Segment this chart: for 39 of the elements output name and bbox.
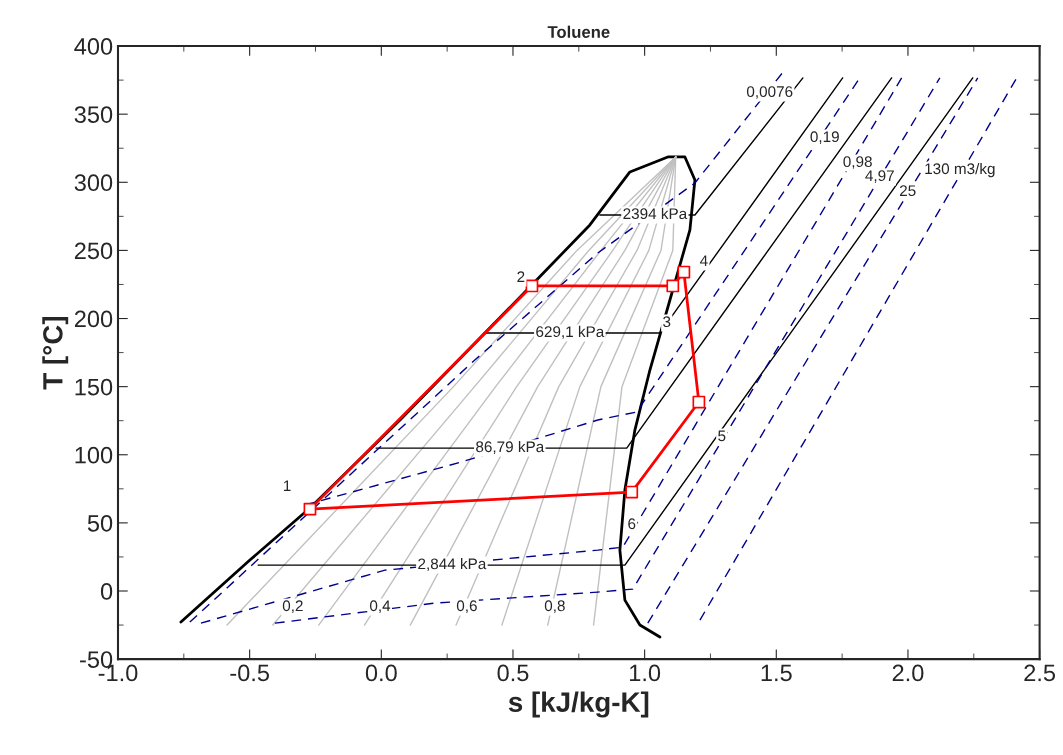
x-tick-label: -0.5 [230,664,270,682]
annotation: 3 [663,316,671,328]
x-tick-label: 0.5 [497,664,529,682]
annotation: 6 [628,518,636,530]
annotation: 25 [899,185,916,197]
annotation: 629,1 kPa [536,325,605,339]
y-tick-label: 350 [74,106,113,123]
x-tick-label: 2.0 [892,664,924,682]
y-axis-title: T [°C] [42,316,69,390]
annotation: 2,844 kPa [418,557,487,572]
x-tick-label: 1.5 [761,664,792,682]
y-tick-label: 250 [74,242,113,260]
y-tick-label: 400 [74,38,113,55]
y-tick-label: 200 [74,310,113,328]
annotation: 0,4 [369,600,391,613]
annotation: 130 m3/kg [925,162,995,178]
x-tick-label: 1.0 [630,664,661,682]
annotation: 4 [699,255,708,266]
annotation: 0,6 [456,600,477,613]
annotation: 4,97 [865,170,894,183]
annotation: 0,19 [810,131,839,144]
annotation: 0,8 [544,600,565,613]
y-tick-label: 0 [100,583,113,600]
annotation: 0,2 [282,600,303,613]
annotation: 0,98 [843,156,872,169]
annotation: 5 [718,430,726,442]
annotation: 1 [283,480,291,491]
x-tick-label: 0.0 [365,664,397,682]
y-tick-label: 50 [87,514,113,532]
x-tick-label: 2.5 [1024,664,1056,682]
annotation: 0,0076 [746,86,793,99]
y-tick-label: 300 [74,174,113,192]
annotation: 2394 kPa [623,207,688,220]
annotation: 86,79 kPa [476,440,545,454]
annotation: 2 [517,271,525,283]
chart-title: Toluene [547,25,610,38]
y-tick-label: 100 [75,446,113,464]
y-tick-label: 150 [75,378,113,396]
x-axis-title: s [kJ/kg-K] [508,691,649,718]
